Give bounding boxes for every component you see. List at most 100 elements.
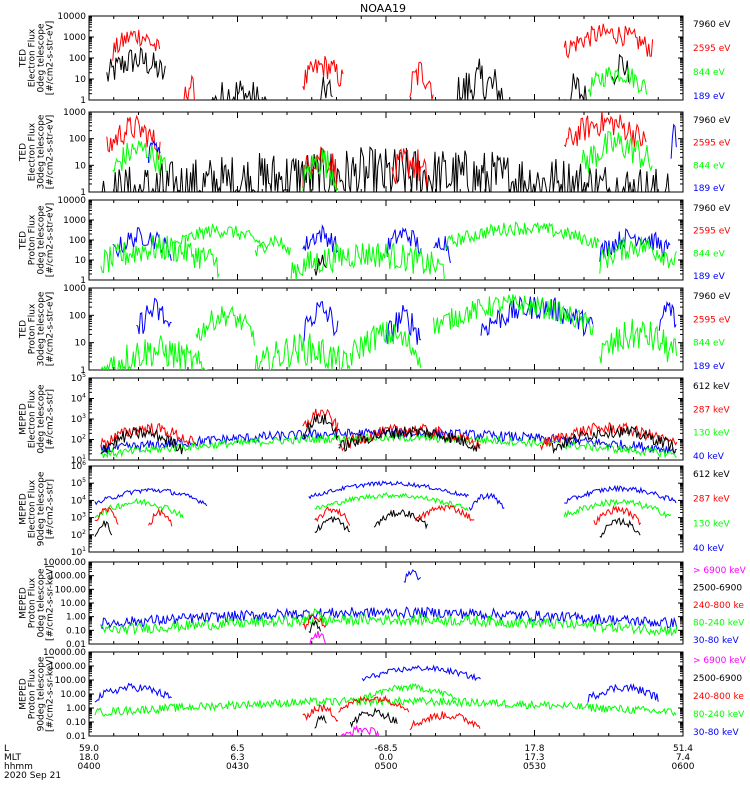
footer-value: 59.0: [79, 744, 99, 754]
y-axis-label-line: 90deg telescope: [37, 471, 47, 546]
y-tick-exponent: 4: [82, 393, 86, 400]
legend-entry: 189 eV: [693, 92, 726, 102]
y-axis-label-line: [#/cm2-s-str-eV]: [46, 115, 56, 190]
legend-entry: 7960 eV: [693, 204, 731, 214]
y-tick-label: 104: [71, 393, 86, 405]
series-trace: [314, 714, 327, 729]
y-tick-label: 102: [71, 434, 86, 446]
legend-entry: 7960 eV: [693, 292, 731, 302]
series-trace: [302, 150, 338, 192]
y-tick-label: 10000: [57, 12, 86, 22]
panel-2: 1000 100 10 1 TEDElectron Flux30deg telescop…: [19, 108, 732, 198]
series-trace: [100, 613, 678, 637]
y-axis-label: TEDProton Flux30deg telescope[#/cm2-s-st…: [19, 291, 56, 366]
legend-entry: 287 keV: [693, 405, 730, 415]
series-trace: [308, 480, 469, 500]
panel-1: 10000 1000 100 10 1 TEDElectron Flux0deg tele…: [19, 12, 732, 106]
legend-entry: > 6900 keV: [693, 656, 747, 666]
y-axis-label-line: [#/cm2-s-str]: [46, 479, 56, 539]
series-trace: [100, 606, 678, 629]
legend-entry: 287 keV: [693, 495, 730, 505]
series-trace: [338, 425, 481, 452]
y-tick-label: 1.00: [66, 613, 86, 623]
series-trace: [100, 423, 197, 448]
y-tick-label: 1: [80, 188, 86, 198]
series-trace: [254, 234, 291, 257]
footer-value: 6.3: [230, 753, 244, 763]
series-trace: [106, 46, 166, 82]
legend-entry: 612 keV: [693, 382, 730, 392]
y-axis-label-line: 30deg telescope: [37, 114, 47, 189]
y-axis-label-line: TED: [19, 49, 29, 68]
y-axis-label-line: [#/cm2-s-str]: [46, 389, 56, 449]
y-axis-label-line: 0deg telescope: [37, 205, 47, 275]
series-trace: [587, 683, 659, 703]
footer-row-label: hhmm: [4, 762, 33, 772]
footer-value: 0600: [672, 762, 695, 772]
footer-value: 0500: [375, 762, 398, 772]
legend-entry: 189 eV: [693, 272, 726, 282]
y-axis-label-line: 0deg telescope: [37, 568, 47, 638]
legend-entry: 40 keV: [693, 452, 725, 462]
series-trace: [100, 426, 184, 455]
series-trace: [563, 23, 654, 59]
y-tick-label: 100.00: [55, 676, 87, 686]
legend-entry: 30-80 keV: [693, 728, 739, 738]
legend-entry: 844 eV: [693, 249, 726, 259]
footer-value: 0430: [226, 762, 249, 772]
y-axis-label-line: Electron Flux: [28, 122, 38, 181]
y-axis-label-line: Electron Flux: [28, 389, 38, 448]
series-trace: [433, 294, 594, 336]
series-trace: [391, 148, 428, 188]
series-trace: [302, 614, 327, 631]
y-axis-label-line: TED: [19, 320, 29, 339]
y-tick-label: 100: [69, 236, 86, 246]
panel-frame: [88, 15, 684, 101]
y-tick-exponent: 3: [82, 512, 86, 519]
series-trace: [100, 234, 220, 279]
y-tick-label: 1000: [63, 33, 86, 43]
series-trace: [94, 520, 113, 537]
series-trace: [587, 66, 647, 97]
y-axis-label-line: Proton Flux: [28, 214, 38, 265]
y-axis-label-line: Proton Flux: [28, 668, 38, 719]
y-axis-label-line: [#/cm2-s-str-eV]: [46, 21, 56, 96]
footer-value: 17.8: [524, 744, 544, 754]
y-tick-label: 0.01: [66, 732, 86, 742]
y-axis-label: TEDElectron Flux0deg telescope[#/cm2-s-s…: [19, 21, 56, 96]
y-tick-exponent: 1: [82, 546, 86, 553]
panel-data: [100, 112, 677, 192]
footer-value: 6.5: [230, 744, 244, 754]
series-trace: [349, 707, 398, 728]
series-trace: [302, 414, 339, 441]
legend-entry: 189 eV: [693, 184, 726, 194]
series-trace: [349, 321, 422, 368]
y-tick-exponent: 5: [82, 372, 86, 379]
series-trace: [112, 29, 161, 61]
legend-entry: 30-80 keV: [693, 636, 739, 646]
series-trace: [94, 506, 119, 525]
series-trace: [314, 491, 469, 512]
series-trace: [314, 254, 327, 276]
series-trace: [106, 114, 161, 161]
y-tick-label: 100: [69, 54, 86, 64]
y-tick-label: 103: [71, 512, 86, 524]
series-trace: [94, 682, 172, 703]
series-trace: [302, 146, 339, 190]
legend-entry: 844 eV: [693, 339, 726, 349]
y-axis-label: MEPEDElectron Flux90deg telescope[#/cm2-…: [19, 471, 56, 546]
series-trace: [314, 515, 351, 533]
series-trace: [551, 425, 677, 455]
series-trace: [302, 55, 344, 90]
series-trace: [480, 295, 594, 337]
series-trace: [658, 300, 677, 331]
y-tick-label: 1000.00: [49, 572, 86, 582]
series-trace: [314, 506, 351, 526]
legend-entry: 80-240 keV: [693, 710, 745, 720]
series-trace: [409, 61, 434, 100]
panel-8: 10000.00 1000.00 100.00 10.00 1.00 0.10 0.01 ME…: [19, 648, 747, 742]
series-trace: [670, 123, 677, 159]
panel-7: 10000.00 1000.00 100.00 10.00 1.00 0.10 0.01 ME…: [19, 558, 747, 650]
series-trace: [302, 704, 339, 722]
